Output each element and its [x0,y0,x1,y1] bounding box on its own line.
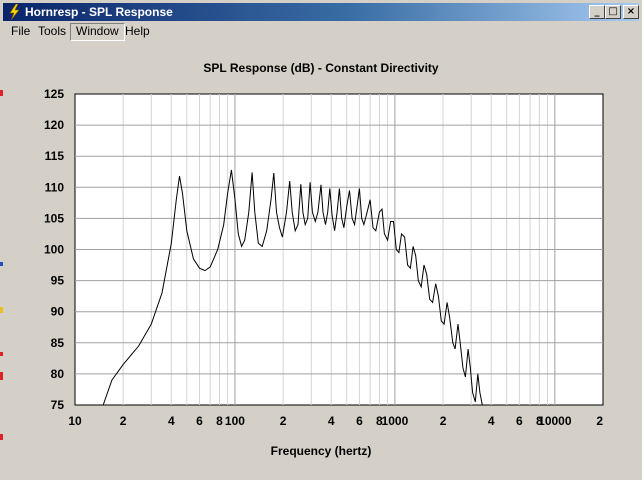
lightning-app-icon[interactable] [7,4,21,20]
x-tick-label: 8 [376,414,383,428]
x-tick-label: 10000 [538,414,572,428]
y-tick-label: 120 [44,118,64,132]
y-tick-label: 115 [45,149,65,163]
y-tick-label: 80 [51,367,65,381]
x-tick-label: 2 [280,414,287,428]
x-tick-label: 1000 [382,414,409,428]
menu-help[interactable]: Help [125,24,150,38]
y-tick-label: 90 [51,305,65,319]
y-tick-label: 75 [51,398,65,412]
x-tick-label: 6 [196,414,203,428]
y-tick-label: 95 [51,274,65,288]
grid-lines [75,94,603,405]
window-title: Hornresp - SPL Response [25,5,173,19]
minimize-button[interactable]: _ [589,5,605,19]
menu-tools[interactable]: Tools [38,24,67,38]
x-tick-label: 8 [536,414,543,428]
x-tick-label: 8 [216,414,223,428]
y-tick-label: 105 [44,211,64,225]
x-axis-label: Frequency (hertz) [270,444,372,458]
y-tick-label: 110 [45,180,65,194]
left-edge-strip [0,22,3,480]
x-tick-label: 10 [68,414,82,428]
spl-curve [102,169,483,406]
x-tick-label: 2 [120,414,127,428]
close-button[interactable]: × [623,5,639,19]
x-tick-label: 2 [440,414,447,428]
menu-window[interactable]: Window [70,23,125,41]
y-tick-label: 85 [51,336,65,350]
x-tick-label: 6 [356,414,363,428]
maximize-button[interactable]: □ [605,5,621,19]
title-bar[interactable]: Hornresp - SPL Response _ □ × [3,3,639,21]
x-tick-label: 4 [328,414,335,428]
x-tick-label: 2 [596,414,603,428]
y-tick-label: 125 [44,87,64,101]
menu-bar: File Tools Window Help [3,22,639,41]
x-tick-label: 100 [225,414,245,428]
chart-title: SPL Response (dB) - Constant Directivity [203,61,439,75]
x-tick-label: 4 [488,414,495,428]
x-tick-label: 6 [516,414,523,428]
y-tick-labels: 125 120 115 110 105 100 95 90 85 80 75 [44,87,64,412]
menu-file[interactable]: File [11,24,31,38]
y-tick-label: 100 [44,243,64,257]
x-tick-label: 4 [168,414,175,428]
